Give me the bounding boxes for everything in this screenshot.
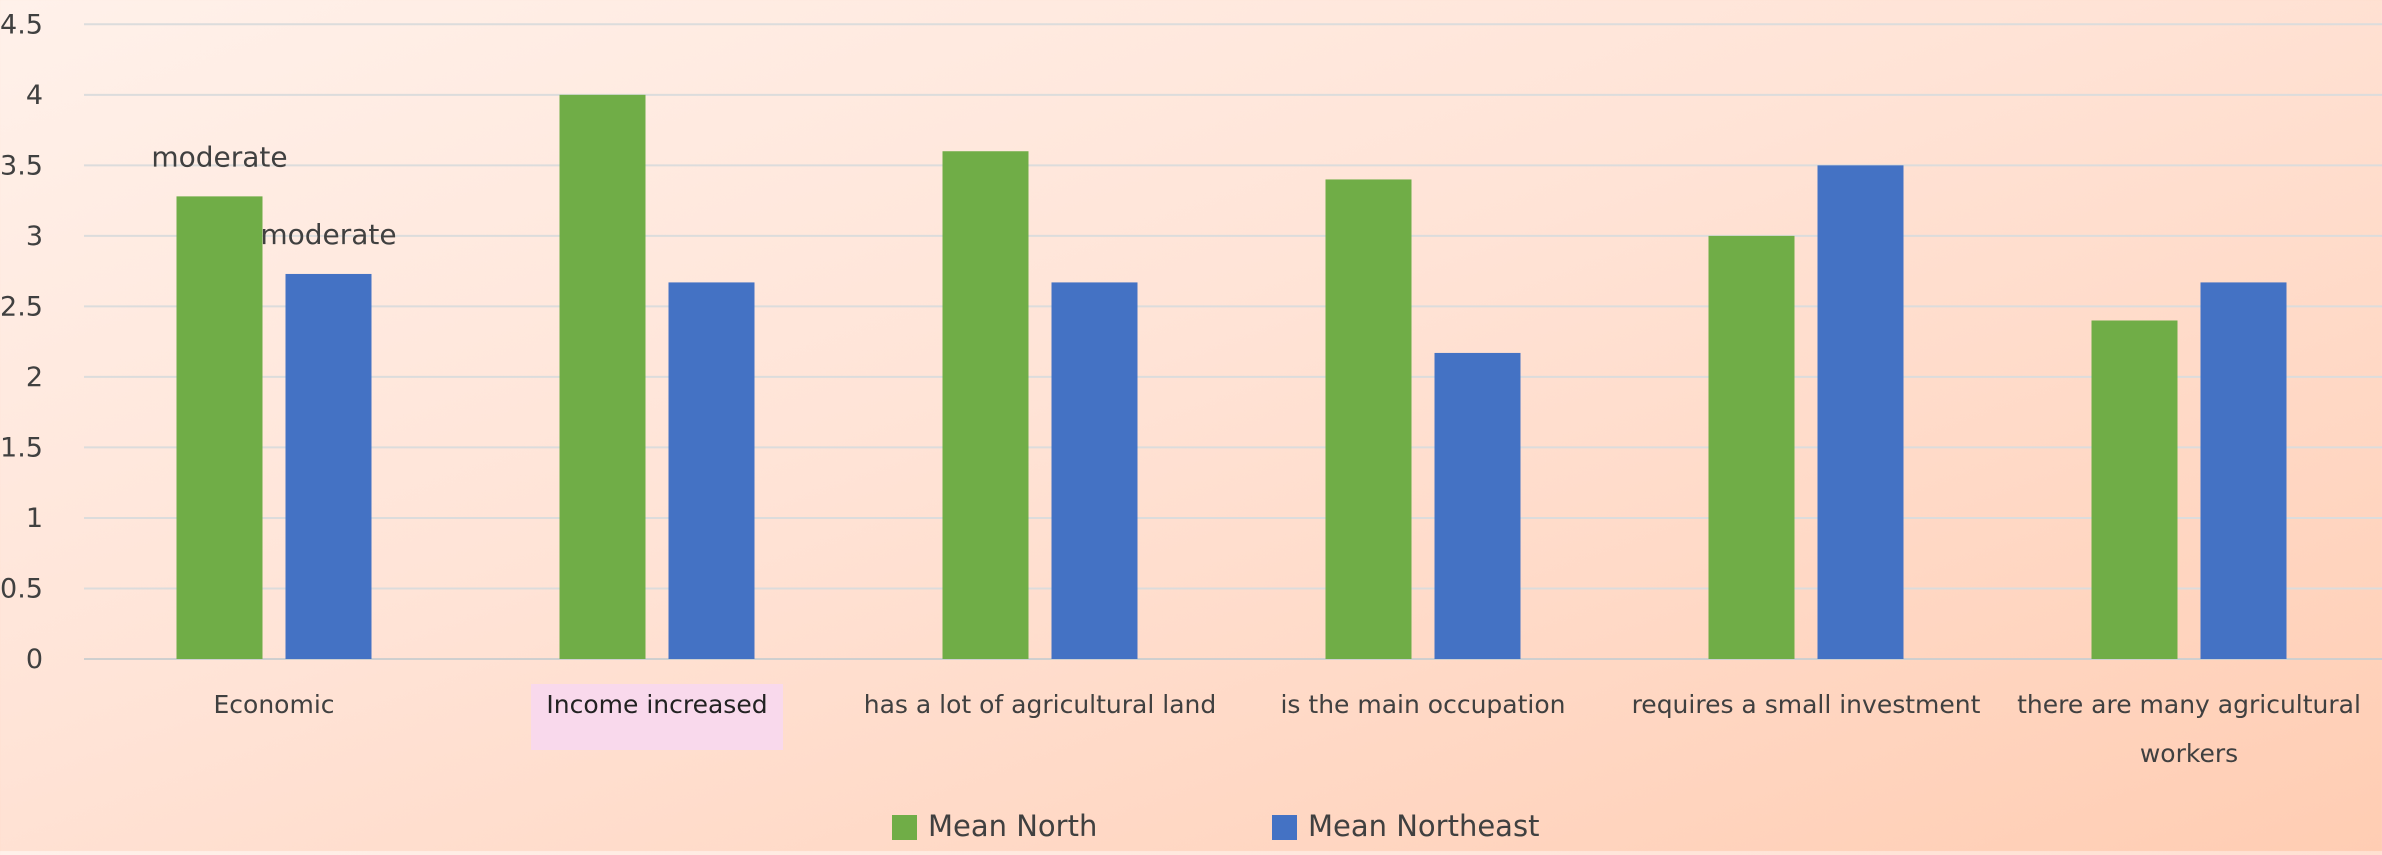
y-tick-label: 0 <box>26 644 43 675</box>
y-tick-label: 3 <box>26 221 43 252</box>
legend-swatch-north <box>892 815 917 840</box>
y-tick-label: 1 <box>26 503 43 534</box>
bar-northeast <box>285 273 372 659</box>
x-category-label: Economic <box>213 690 334 719</box>
y-tick-label: 4.5 <box>0 9 43 40</box>
x-category-label: has a lot of agricultural land <box>864 690 1217 719</box>
x-category-label: there are many agricultural workers <box>2017 690 2361 768</box>
bars <box>176 94 2287 660</box>
bar-northeast <box>1434 352 1521 659</box>
legend-label-northeast: Mean Northeast <box>1308 809 1539 843</box>
bar-north <box>942 151 1029 660</box>
y-tick-label: 1.5 <box>0 432 43 463</box>
legend: Mean North Mean Northeast <box>892 809 1539 843</box>
data-label: moderate <box>151 140 287 173</box>
x-category-label: Income increased <box>546 690 767 719</box>
data-label: moderate <box>260 218 396 251</box>
category-highlight <box>531 684 783 750</box>
y-tick-label: 2.5 <box>0 291 43 322</box>
bar-north <box>1325 179 1412 659</box>
bar-north <box>176 196 263 660</box>
y-tick-label: 2 <box>26 362 43 393</box>
x-category-label: requires a small investment <box>1632 690 1981 719</box>
x-category-label: is the main occupation <box>1280 690 1565 719</box>
bar-northeast <box>1817 165 1904 659</box>
x-axis-labels: Economic Income increased has a lot of agr… <box>213 690 2360 768</box>
category-highlight-layer <box>531 684 783 750</box>
y-tick-label: 0.5 <box>0 573 43 604</box>
data-labels: moderate moderate <box>151 140 396 251</box>
gridlines <box>84 23 2382 660</box>
bar-north <box>559 94 646 660</box>
bar-northeast <box>1051 282 1138 659</box>
y-tick-label: 3.5 <box>0 150 43 181</box>
legend-label-north: Mean North <box>928 809 1097 843</box>
bar-northeast <box>2200 282 2287 659</box>
bar-northeast <box>668 282 755 659</box>
bar-north <box>1708 235 1795 659</box>
legend-swatch-northeast <box>1272 815 1297 840</box>
y-tick-label: 4 <box>26 80 43 111</box>
bar-north <box>2091 320 2178 659</box>
y-axis-ticks: 0 0.5 1 1.5 2 2.5 3 3.5 4 4.5 <box>0 9 43 675</box>
